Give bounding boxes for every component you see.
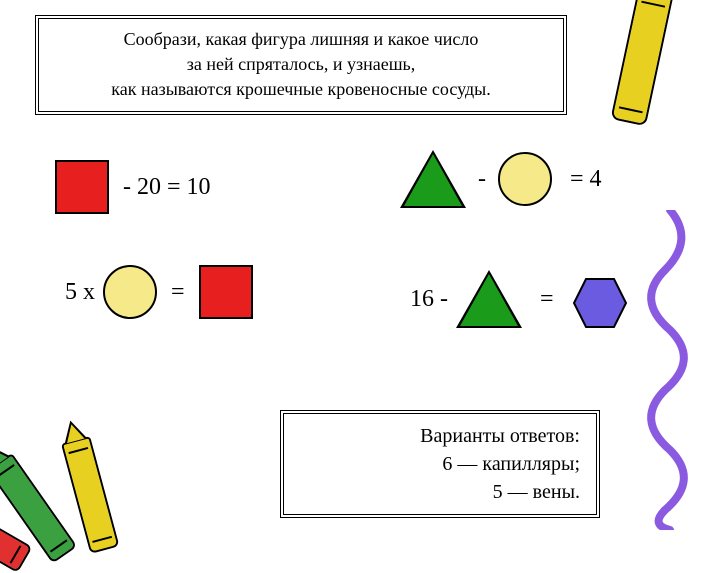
- crayon-top-right: [610, 0, 673, 126]
- purple-hexagon-shape: [572, 275, 628, 323]
- eq2-minus: -: [478, 166, 486, 193]
- green-triangle-shape-2: [456, 270, 522, 328]
- equation-3: 5 x =: [65, 265, 253, 319]
- eq3-equals: =: [171, 279, 185, 306]
- question-line3: как называются крошечные кровеносные сос…: [51, 77, 551, 102]
- eq2-equals: = 4: [570, 166, 602, 193]
- red-square-shape-2: [199, 265, 253, 319]
- eq4-equals: =: [540, 286, 554, 313]
- squiggle-right: [640, 210, 700, 530]
- eq1-text: - 20 = 10: [123, 174, 211, 201]
- answers-opt2: 5 — вены.: [300, 478, 580, 506]
- question-line1: Сообрази, какая фигура лишняя и какое чи…: [51, 27, 551, 52]
- answers-opt1: 6 — капилляры;: [300, 450, 580, 478]
- yellow-circle-shape: [498, 152, 552, 206]
- equation-2: - = 4: [400, 150, 602, 208]
- equation-1: - 20 = 10: [55, 160, 211, 214]
- answer-box: Варианты ответов: 6 — капилляры; 5 — вен…: [280, 410, 600, 518]
- question-box: Сообрази, какая фигура лишняя и какое чи…: [35, 15, 567, 115]
- crayons-bottom-left: [0, 410, 200, 540]
- eq3-5x: 5 x: [65, 279, 95, 306]
- question-line2: за ней спряталось, и узнаешь,: [51, 52, 551, 77]
- green-triangle-shape: [400, 150, 466, 208]
- equation-4: 16 - =: [410, 270, 628, 328]
- yellow-circle-shape-2: [103, 265, 157, 319]
- red-square-shape: [55, 160, 109, 214]
- eq4-16minus: 16 -: [410, 286, 448, 313]
- answers-title: Варианты ответов:: [300, 422, 580, 450]
